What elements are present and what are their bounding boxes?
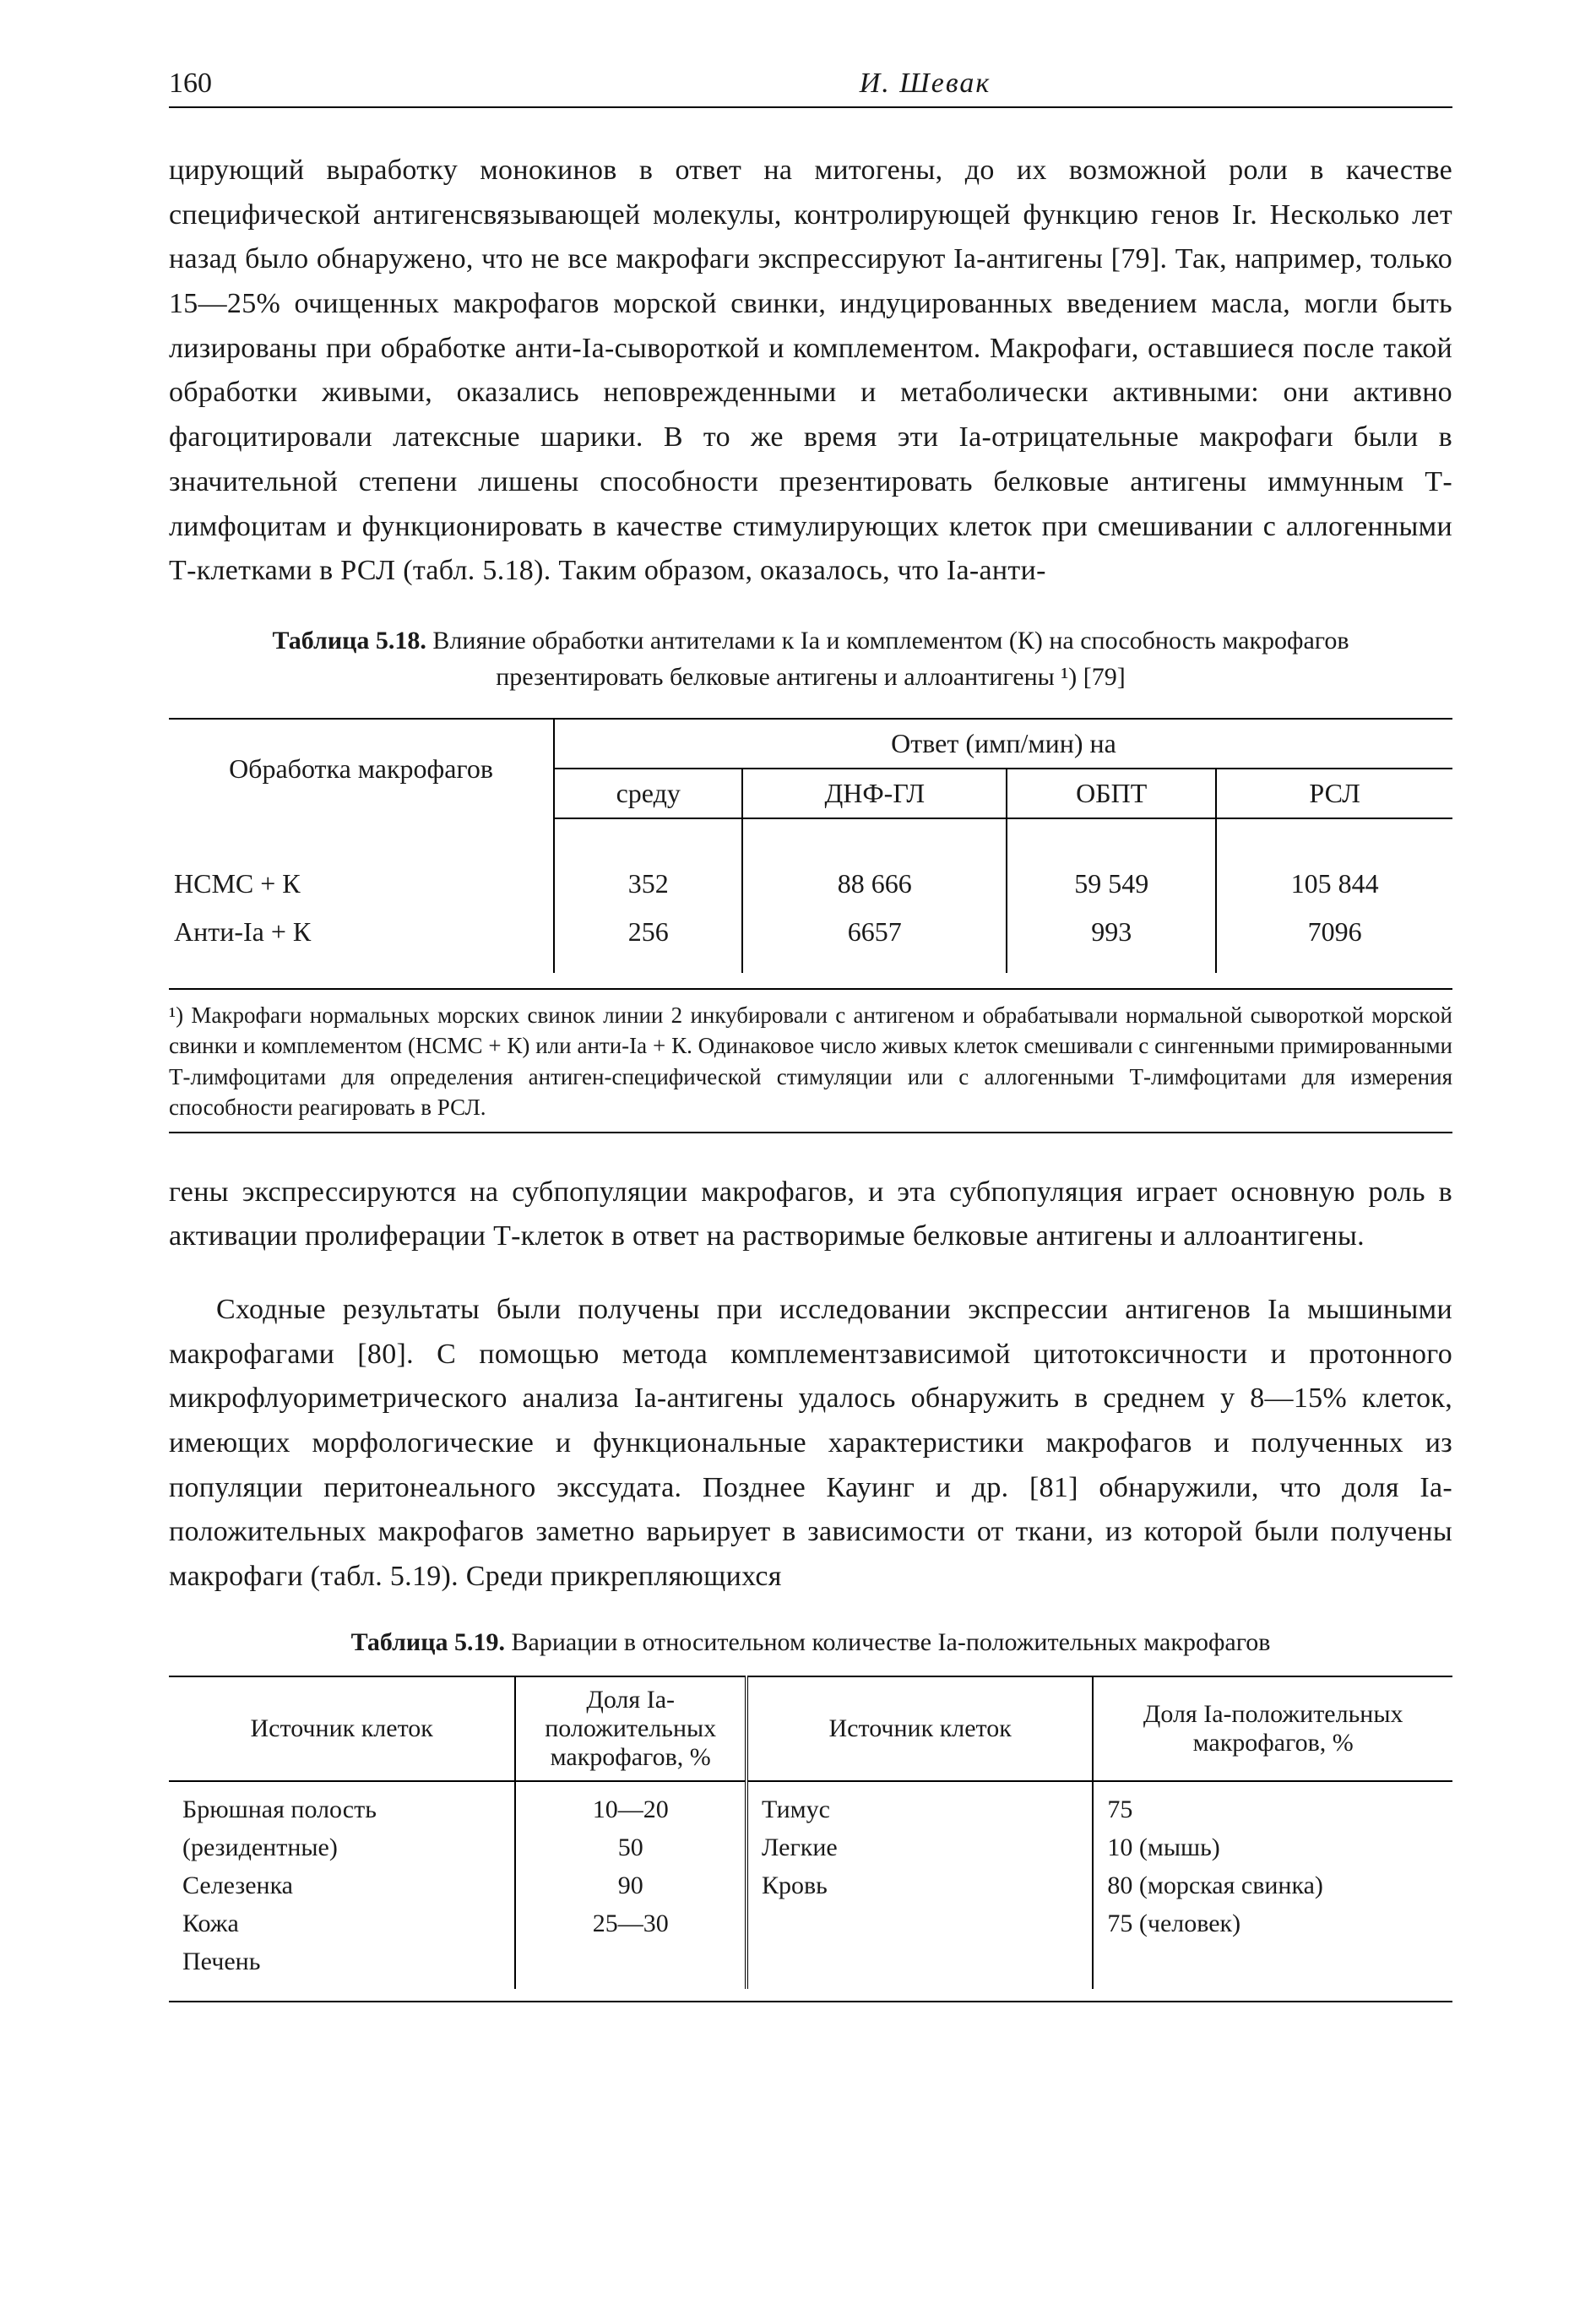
t518-r1-v2: 6657 [742,908,1007,973]
table-row: Брюшная полость (резидентные) Селезенка … [169,1781,1452,1989]
table-row: Анти-Ia + К 256 6657 993 7096 [169,908,1452,973]
t519-left-percents: 10—20 50 90 25—30 [515,1781,746,1989]
running-header: 160 И. Шевак [169,68,1452,108]
t518-r0-v1: 352 [554,860,742,908]
list-item: 80 (морская свинка) [1107,1866,1439,1904]
t518-r0-v2: 88 666 [742,860,1007,908]
t518-rowheader: Обработка макрофагов [169,719,554,818]
list-item: 10 (мышь) [1107,1828,1439,1866]
header-author: И. Шевак [212,68,1452,100]
table-row: НСМС + К 352 88 666 59 549 105 844 [169,860,1452,908]
table-519: Источник клеток Доля Ia-положительных ма… [169,1676,1452,1989]
t518-r1-v4: 7096 [1216,908,1452,973]
t518-col-2: ДНФ-ГЛ [742,769,1007,818]
t519-h-pct-left: Доля Ia-положительных макрофагов, % [515,1676,746,1781]
t519-right-sources: Тимус Легкие Кровь [746,1781,1093,1989]
list-item: 90 [529,1866,731,1904]
table-518-note-rule-bottom [169,1132,1452,1133]
table-518-footnote: ¹) Макрофаги нормальных морских свинок л… [169,1000,1452,1123]
paragraph-1: цирующий выработку монокинов в ответ на … [169,149,1452,594]
t519-h-src-right: Источник клеток [746,1676,1093,1781]
table-518: Обработка макрофагов Ответ (имп/мин) на … [169,718,1452,973]
list-item: Тимус [762,1790,1078,1828]
list-item: 50 [529,1828,731,1866]
t518-col-1: среду [554,769,742,818]
paragraph-3: Сходные результаты были получены при исс… [169,1288,1452,1600]
t519-right-percents: 75 10 (мышь) 80 (морская свинка) 75 (чел… [1093,1781,1452,1989]
t518-r1-v1: 256 [554,908,742,973]
table-519-bottom-rule [169,2001,1452,2002]
t518-r1-label: Анти-Ia + К [169,908,554,973]
list-item: Легкие [762,1828,1078,1866]
t518-r1-v3: 993 [1007,908,1216,973]
t518-r0-v3: 59 549 [1007,860,1216,908]
t518-response-header: Ответ (имп/мин) на [554,719,1452,769]
list-item: 75 (человек) [1107,1904,1439,1942]
table-519-caption: Таблица 5.19. Вариации в относительном к… [169,1628,1452,1657]
list-item: 10—20 [529,1790,731,1828]
list-item: Брюшная полость (резидентные) [182,1790,501,1866]
t519-left-sources: Брюшная полость (резидентные) Селезенка … [169,1781,515,1989]
t518-r0-v4: 105 844 [1216,860,1452,908]
t519-h-pct-right: Доля Ia-положительных макрофагов, % [1093,1676,1452,1781]
page-number: 160 [169,68,212,100]
t518-col-4: РСЛ [1216,769,1452,818]
t518-r0-label: НСМС + К [169,860,554,908]
t519-h-src-left: Источник клеток [169,1676,515,1781]
list-item: 25—30 [529,1904,731,1942]
table-518-caption-label: Таблица 5.18. [273,627,426,655]
table-518-caption: Таблица 5.18. Влияние обработки антитела… [270,622,1351,696]
table-518-caption-text: Влияние обработки антителами к Ia и комп… [426,627,1349,692]
list-item: Селезенка [182,1866,501,1904]
list-item: 75 [1107,1790,1439,1828]
table-519-caption-text: Вариации в относительном количестве Ia-п… [505,1628,1270,1656]
t518-col-3: ОБПТ [1007,769,1216,818]
page: 160 И. Шевак цирующий выработку монокино… [0,0,1596,2298]
paragraph-2: гены экспрессируются на субпопуляции мак… [169,1171,1452,1259]
table-519-caption-label: Таблица 5.19. [351,1628,505,1656]
list-item: Кровь [762,1866,1078,1904]
list-item: Печень [182,1942,501,1980]
table-518-note-rule-top [169,988,1452,990]
list-item: Кожа [182,1904,501,1942]
